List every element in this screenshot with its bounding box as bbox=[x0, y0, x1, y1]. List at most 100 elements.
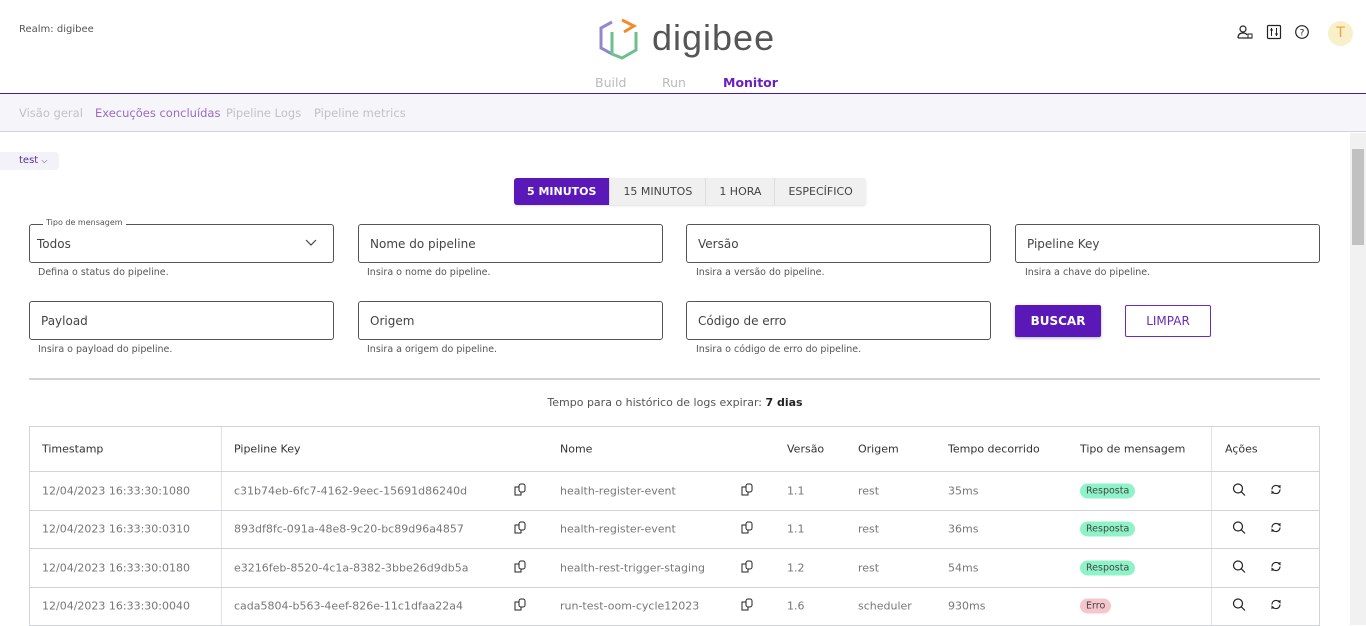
error-code-input[interactable]: Código de erro bbox=[686, 301, 991, 340]
subnav-pipeline-logs[interactable]: Pipeline Logs bbox=[226, 106, 301, 120]
help-icon[interactable]: ? bbox=[1294, 24, 1310, 40]
header-tipo-mensagem: Tipo de mensagem bbox=[1080, 443, 1185, 456]
message-type-select[interactable]: Tipo de mensagem Todos bbox=[29, 224, 334, 263]
cell-timestamp: 12/04/2023 16:33:30:1080 bbox=[42, 484, 190, 497]
log-expiry-notice: Tempo para o histórico de logs expirar: … bbox=[0, 396, 1350, 409]
refresh-icon[interactable] bbox=[1270, 560, 1282, 575]
cell-nome: health-register-event bbox=[560, 484, 676, 497]
time-especifico[interactable]: ESPECÍFICO bbox=[775, 178, 865, 205]
copy-key-icon[interactable] bbox=[514, 598, 527, 614]
refresh-icon[interactable] bbox=[1270, 483, 1282, 498]
search-icon[interactable] bbox=[1232, 482, 1246, 499]
pipeline-key-input[interactable]: Pipeline Key bbox=[1015, 224, 1320, 263]
cell-versao: 1.2 bbox=[787, 561, 805, 574]
time-1-hora[interactable]: 1 HORA bbox=[706, 178, 775, 205]
search-icon[interactable] bbox=[1232, 559, 1246, 576]
message-type-badge: Resposta bbox=[1080, 483, 1135, 498]
pipeline-name-input[interactable]: Nome do pipeline bbox=[358, 224, 663, 263]
realm-label: Realm: digibee bbox=[19, 24, 94, 35]
copy-key-icon[interactable] bbox=[514, 521, 527, 537]
header-origem: Origem bbox=[858, 443, 899, 456]
cell-timestamp: 12/04/2023 16:33:30:0310 bbox=[42, 523, 190, 536]
log-expiry-value: 7 dias bbox=[765, 396, 802, 409]
cell-tempo: 54ms bbox=[948, 561, 978, 574]
log-expiry-text: Tempo para o histórico de logs expirar: bbox=[547, 396, 762, 409]
header-tempo-decorrido: Tempo decorrido bbox=[948, 443, 1040, 456]
subnav-execucoes-concluidas[interactable]: Execuções concluídas bbox=[95, 106, 220, 120]
cell-origem: rest bbox=[858, 484, 879, 497]
copy-name-icon[interactable] bbox=[741, 560, 754, 576]
search-icon[interactable] bbox=[1232, 521, 1246, 538]
copy-key-icon[interactable] bbox=[514, 560, 527, 576]
copy-name-icon[interactable] bbox=[741, 483, 754, 499]
table-row[interactable]: 12/04/2023 16:33:30:0310 893df8fc-091a-4… bbox=[30, 511, 1319, 550]
message-type-value: Todos bbox=[37, 237, 71, 251]
search-button[interactable]: BUSCAR bbox=[1015, 305, 1101, 337]
table-row[interactable]: 12/04/2023 16:33:30:0180 e3216feb-8520-4… bbox=[30, 549, 1319, 588]
cell-pipeline-key: e3216feb-8520-4c1a-8382-3bbe26d9db5a bbox=[234, 561, 468, 574]
subnav-pipeline-metrics[interactable]: Pipeline metrics bbox=[314, 106, 406, 120]
error-code-help: Insira o código de erro do pipeline. bbox=[696, 344, 861, 355]
pipeline-key-help: Insira a chave do pipeline. bbox=[1025, 267, 1150, 278]
header-pipeline-key: Pipeline Key bbox=[234, 443, 301, 456]
header-versao: Versão bbox=[787, 443, 824, 456]
copy-name-icon[interactable] bbox=[741, 521, 754, 537]
executions-table: Timestamp Pipeline Key Nome Versão Orige… bbox=[29, 426, 1320, 626]
table-header: Timestamp Pipeline Key Nome Versão Orige… bbox=[30, 427, 1319, 472]
message-type-badge: Erro bbox=[1080, 599, 1111, 614]
cell-pipeline-key: 893df8fc-091a-48e8-9c20-bc89d96a4857 bbox=[234, 523, 464, 536]
sliders-icon[interactable] bbox=[1266, 24, 1282, 40]
user-avatar[interactable]: T bbox=[1328, 21, 1353, 46]
digibee-logo[interactable]: digibee bbox=[598, 16, 775, 60]
cell-nome: health-rest-trigger-staging bbox=[560, 561, 705, 574]
header-timestamp: Timestamp bbox=[42, 443, 103, 456]
cell-nome: health-register-event bbox=[560, 523, 676, 536]
search-icon[interactable] bbox=[1232, 598, 1246, 615]
cell-versao: 1.1 bbox=[787, 523, 805, 536]
cell-pipeline-key: cada5804-b563-4eef-826e-11c1dfaa22a4 bbox=[234, 600, 463, 613]
clear-button[interactable]: LIMPAR bbox=[1125, 305, 1211, 337]
refresh-icon[interactable] bbox=[1270, 599, 1282, 614]
table-row[interactable]: 12/04/2023 16:33:30:0040 cada5804-b563-4… bbox=[30, 588, 1319, 626]
tab-run[interactable]: Run bbox=[662, 75, 686, 90]
origin-help: Insira a origem do pipeline. bbox=[367, 344, 497, 355]
version-input[interactable]: Versão bbox=[686, 224, 991, 263]
sub-navigation: Visão geral Execuções concluídas Pipelin… bbox=[0, 94, 1366, 132]
header-acoes: Ações bbox=[1225, 443, 1258, 456]
message-type-badge: Resposta bbox=[1080, 522, 1135, 537]
chevron-down-icon bbox=[305, 239, 317, 247]
cell-timestamp: 12/04/2023 16:33:30:0180 bbox=[42, 561, 190, 574]
environment-selector[interactable]: test ⌵ bbox=[0, 152, 59, 170]
cell-origem: rest bbox=[858, 523, 879, 536]
message-type-help: Defina o status do pipeline. bbox=[38, 267, 169, 278]
chevron-down-icon: ⌵ bbox=[41, 156, 47, 165]
scrollbar-thumb[interactable] bbox=[1352, 149, 1364, 245]
environment-value: test bbox=[19, 155, 38, 166]
cell-tempo: 36ms bbox=[948, 523, 978, 536]
cell-versao: 1.1 bbox=[787, 484, 805, 497]
cell-tempo: 930ms bbox=[948, 600, 985, 613]
tab-monitor[interactable]: Monitor bbox=[723, 75, 778, 90]
user-lock-icon[interactable] bbox=[1237, 24, 1253, 40]
subnav-visao-geral[interactable]: Visão geral bbox=[19, 106, 83, 120]
cell-pipeline-key: c31b74eb-6fc7-4162-9eec-15691d86240d bbox=[234, 484, 467, 497]
cell-nome: run-test-oom-cycle12023 bbox=[560, 600, 699, 613]
copy-key-icon[interactable] bbox=[514, 483, 527, 499]
time-5-minutos[interactable]: 5 MINUTOS bbox=[514, 178, 610, 205]
svg-text:?: ? bbox=[1300, 29, 1305, 39]
time-15-minutos[interactable]: 15 MINUTOS bbox=[610, 178, 706, 205]
refresh-icon[interactable] bbox=[1270, 522, 1282, 537]
origin-input[interactable]: Origem bbox=[358, 301, 663, 340]
version-help: Insira a versão do pipeline. bbox=[696, 267, 825, 278]
cell-origem: scheduler bbox=[858, 600, 912, 613]
payload-help: Insira o payload do pipeline. bbox=[38, 344, 172, 355]
cube-logo-icon bbox=[598, 16, 642, 60]
copy-name-icon[interactable] bbox=[741, 598, 754, 614]
pipeline-name-help: Insira o nome do pipeline. bbox=[367, 267, 491, 278]
tab-build[interactable]: Build bbox=[595, 75, 626, 90]
payload-input[interactable]: Payload bbox=[29, 301, 334, 340]
section-divider bbox=[29, 378, 1320, 380]
time-range-selector: 5 MINUTOS 15 MINUTOS 1 HORA ESPECÍFICO bbox=[514, 178, 866, 205]
cell-timestamp: 12/04/2023 16:33:30:0040 bbox=[42, 600, 190, 613]
table-row[interactable]: 12/04/2023 16:33:30:1080 c31b74eb-6fc7-4… bbox=[30, 472, 1319, 511]
